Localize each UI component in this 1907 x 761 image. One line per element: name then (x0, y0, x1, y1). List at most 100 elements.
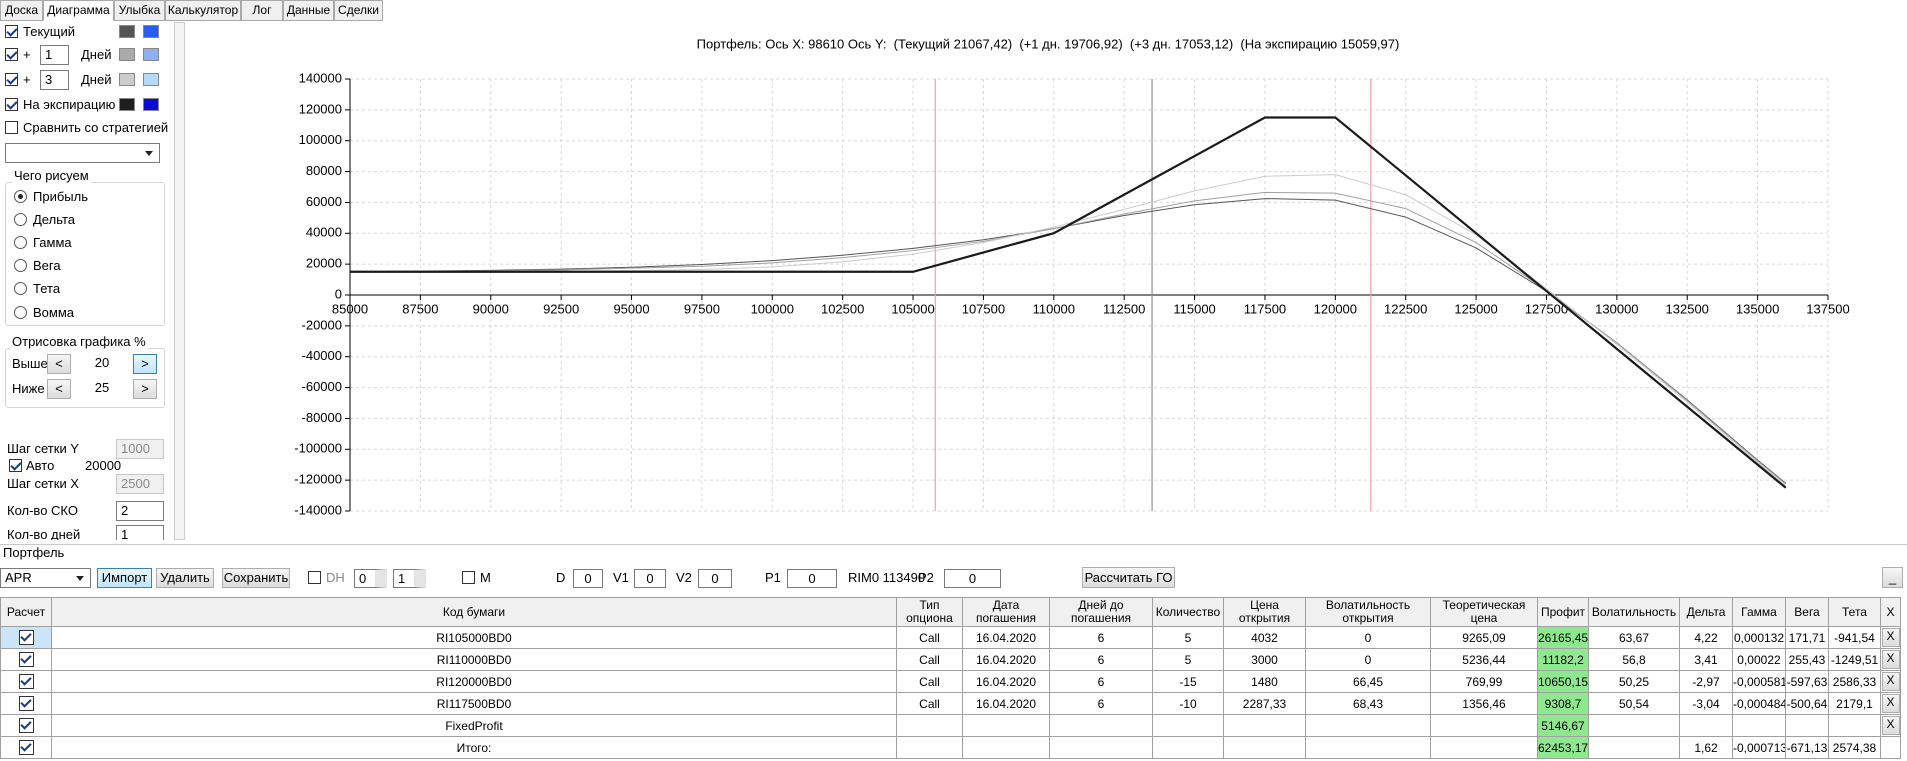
button[interactable]: Сохранить (222, 568, 290, 588)
delete-cell: X (1880, 714, 1901, 737)
radio-label: Дельта (33, 212, 75, 227)
checkbox[interactable] (5, 73, 18, 86)
tab[interactable]: Данные (283, 0, 334, 21)
button[interactable]: Удалить (156, 568, 214, 588)
y-tick-label: -40000 (302, 348, 342, 363)
tab[interactable]: Доска (0, 0, 43, 21)
checkbox[interactable] (308, 571, 321, 584)
strategy-combo[interactable] (5, 143, 160, 163)
radio[interactable] (14, 259, 27, 272)
checkbox[interactable] (5, 25, 18, 38)
checkbox[interactable] (18, 674, 34, 690)
field-label: Шаг сетки X (7, 476, 79, 491)
checkbox[interactable] (9, 459, 22, 472)
cell: 6 (1049, 692, 1153, 715)
color-swatch[interactable] (119, 25, 135, 38)
delete-button[interactable]: X (1881, 716, 1900, 735)
auto-value: 20000 (85, 458, 122, 473)
cell: 68,43 (1305, 692, 1431, 715)
color-swatch[interactable] (143, 73, 159, 86)
auto-label: Авто (26, 458, 55, 473)
checkbox[interactable] (462, 571, 475, 584)
series-line (350, 116, 1787, 489)
select[interactable]: APR (0, 568, 91, 588)
checkbox[interactable] (18, 740, 34, 756)
checkbox[interactable] (18, 696, 34, 712)
checkbox[interactable] (18, 652, 34, 668)
scrollbar[interactable] (174, 22, 185, 540)
inc-button[interactable]: > (133, 354, 157, 374)
tab[interactable]: Калькулятор (165, 0, 241, 21)
field-input[interactable]: 1 (116, 525, 164, 540)
color-swatch[interactable] (119, 48, 135, 61)
group-title: Отрисовка графика % (10, 334, 148, 350)
days-input[interactable]: 3 (40, 70, 69, 90)
tab[interactable]: Лог (241, 0, 283, 21)
cell: 11182,2 (1537, 648, 1589, 671)
dec-button[interactable]: < (47, 379, 71, 399)
color-swatch[interactable] (143, 25, 159, 38)
x-tick-label: 135000 (1736, 301, 1779, 316)
radio[interactable] (14, 306, 27, 319)
cell: 1356,46 (1430, 692, 1538, 715)
delete-button[interactable]: X (1881, 694, 1900, 713)
field-input[interactable]: 0 (573, 569, 603, 588)
radio[interactable] (14, 190, 27, 203)
cell: 62453,17 (1537, 736, 1589, 759)
button[interactable]: Импорт (97, 568, 152, 588)
color-swatch[interactable] (119, 98, 135, 111)
cell: 66,45 (1305, 670, 1431, 693)
cell: -0,000484 (1732, 692, 1786, 715)
checkbox[interactable] (5, 121, 18, 134)
column-header: Профит (1537, 597, 1589, 627)
field-input[interactable]: 0 (787, 569, 837, 588)
checkbox[interactable] (18, 630, 34, 646)
column-header: Дельта (1679, 597, 1733, 627)
portfolio-title: Портфель (3, 545, 65, 560)
cell: -0,000713 (1732, 736, 1786, 759)
column-header: Тип опциона (896, 597, 963, 627)
color-swatch[interactable] (119, 73, 135, 86)
inc-button[interactable]: > (133, 379, 157, 399)
radio[interactable] (14, 213, 27, 226)
days-input[interactable]: 1 (40, 45, 69, 65)
field-input[interactable]: 2500 (116, 474, 164, 494)
radio[interactable] (14, 236, 27, 249)
color-swatch[interactable] (143, 98, 159, 111)
dec-button[interactable]: < (47, 354, 71, 374)
column-header: Цена открытия (1223, 597, 1306, 627)
x-tick-label: 127500 (1525, 301, 1568, 316)
cell: 16.04.2020 (962, 626, 1050, 649)
radio[interactable] (14, 282, 27, 295)
p2-input[interactable]: 0 (944, 569, 1001, 588)
cell: -597,63 (1785, 670, 1829, 693)
splitter[interactable] (0, 544, 1907, 545)
tab[interactable]: Улыбка (114, 0, 165, 21)
color-swatch[interactable] (143, 48, 159, 61)
tab[interactable]: Диаграмма (43, 0, 114, 21)
field-input[interactable]: 0 (698, 569, 732, 588)
field-input[interactable]: 0 (634, 569, 666, 588)
spinner[interactable]: 1 (393, 569, 426, 588)
row-label: Ниже (12, 381, 45, 396)
checkbox[interactable] (5, 98, 18, 111)
cell: 2574,38 (1828, 736, 1881, 759)
delete-button[interactable]: X (1881, 672, 1900, 691)
field-input[interactable]: 1000 (116, 439, 164, 459)
calc-button[interactable]: Рассчитать ГО (1082, 567, 1175, 588)
cell (1785, 714, 1829, 737)
spinner[interactable]: 0 (354, 569, 387, 588)
delete-button[interactable]: X (1881, 628, 1900, 647)
x-tick-label: 107500 (962, 301, 1005, 316)
delete-button[interactable]: X (1881, 650, 1900, 669)
cell (1828, 714, 1881, 737)
checkbox[interactable] (5, 48, 18, 61)
cell: 2586,33 (1828, 670, 1881, 693)
minimize-button[interactable]: _ (1882, 567, 1903, 588)
tab[interactable]: Сделки (334, 0, 383, 21)
checkbox[interactable] (18, 718, 34, 734)
radio-label: Гамма (33, 235, 72, 250)
field-input[interactable]: 2 (116, 501, 164, 521)
sign: + (23, 47, 31, 62)
cell: -1249,51 (1828, 648, 1881, 671)
